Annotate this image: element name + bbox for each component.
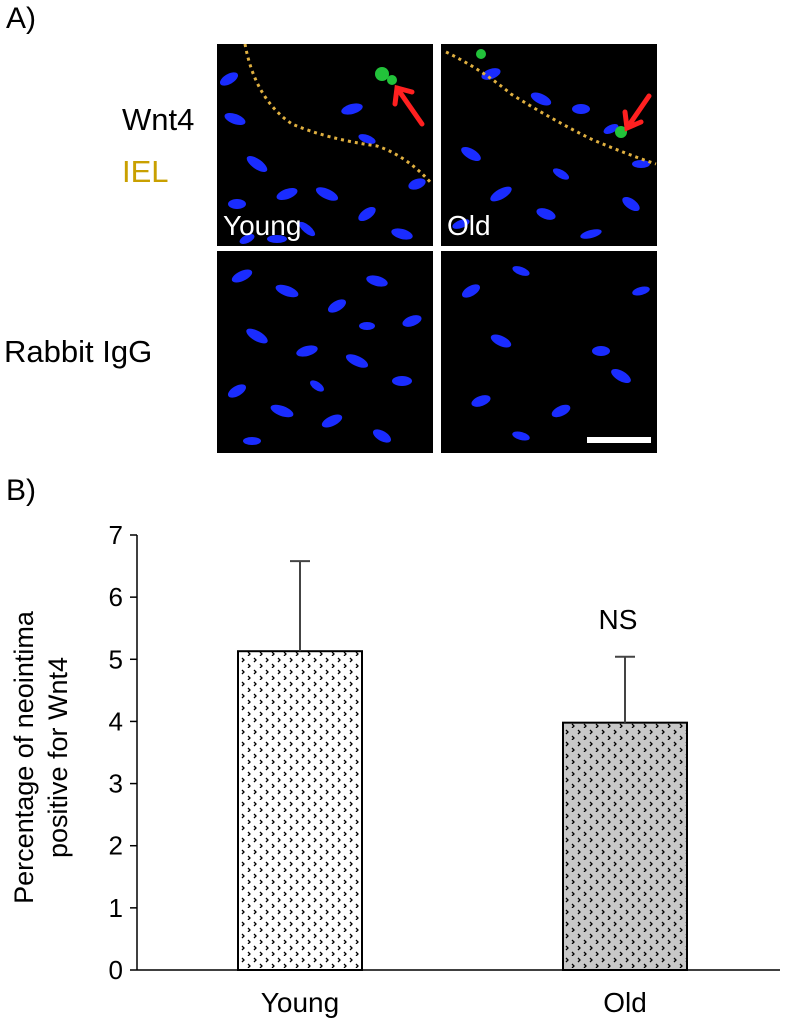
x-tick-label-old: Old bbox=[603, 987, 647, 1018]
rabbit-igg-label: Rabbit IgG bbox=[4, 334, 153, 369]
iel-label: IEL bbox=[122, 154, 169, 189]
annotation-old: NS bbox=[599, 604, 638, 635]
y-axis-label-line-2: positive for Wnt4 bbox=[43, 657, 73, 858]
micrograph-young-igg bbox=[217, 251, 433, 453]
bar-young bbox=[237, 650, 363, 971]
y-tick-label: 1 bbox=[109, 893, 123, 923]
micrograph-young-wnt4: Young bbox=[217, 44, 433, 246]
micrograph-old-igg bbox=[441, 251, 657, 453]
y-tick-label: 2 bbox=[109, 831, 123, 861]
bars: NS bbox=[237, 560, 688, 971]
micrograph-old-wnt4: Old bbox=[441, 44, 657, 246]
wnt4-label: Wnt4 bbox=[122, 102, 195, 137]
y-tick-label: 4 bbox=[109, 706, 123, 736]
x-axis-labels: Young Old bbox=[261, 987, 647, 1018]
bar-old bbox=[562, 721, 688, 971]
micrograph-young-igg-image bbox=[227, 269, 422, 445]
y-tick-label: 3 bbox=[109, 769, 123, 799]
panel-a-label: A) bbox=[6, 2, 36, 35]
micrograph-old-igg-image bbox=[461, 266, 651, 443]
y-tick-label: 5 bbox=[109, 644, 123, 674]
y-tick-label: 6 bbox=[109, 582, 123, 612]
old-tile-label: Old bbox=[447, 210, 491, 241]
bar-chart: 0 1 2 3 4 5 6 7 NS Young Old Percentage of neoin… bbox=[9, 520, 780, 1018]
micrograph-old-wnt4-image bbox=[445, 49, 657, 239]
x-tick-label-young: Young bbox=[261, 987, 339, 1018]
micrograph-young-wnt4-image bbox=[219, 44, 433, 244]
panel-b-label: B) bbox=[6, 474, 36, 507]
y-axis-label-line-1: Percentage of neointima bbox=[9, 610, 39, 904]
y-tick-label: 7 bbox=[109, 520, 123, 550]
young-tile-label: Young bbox=[223, 210, 302, 241]
y-tick-label: 0 bbox=[109, 955, 123, 985]
